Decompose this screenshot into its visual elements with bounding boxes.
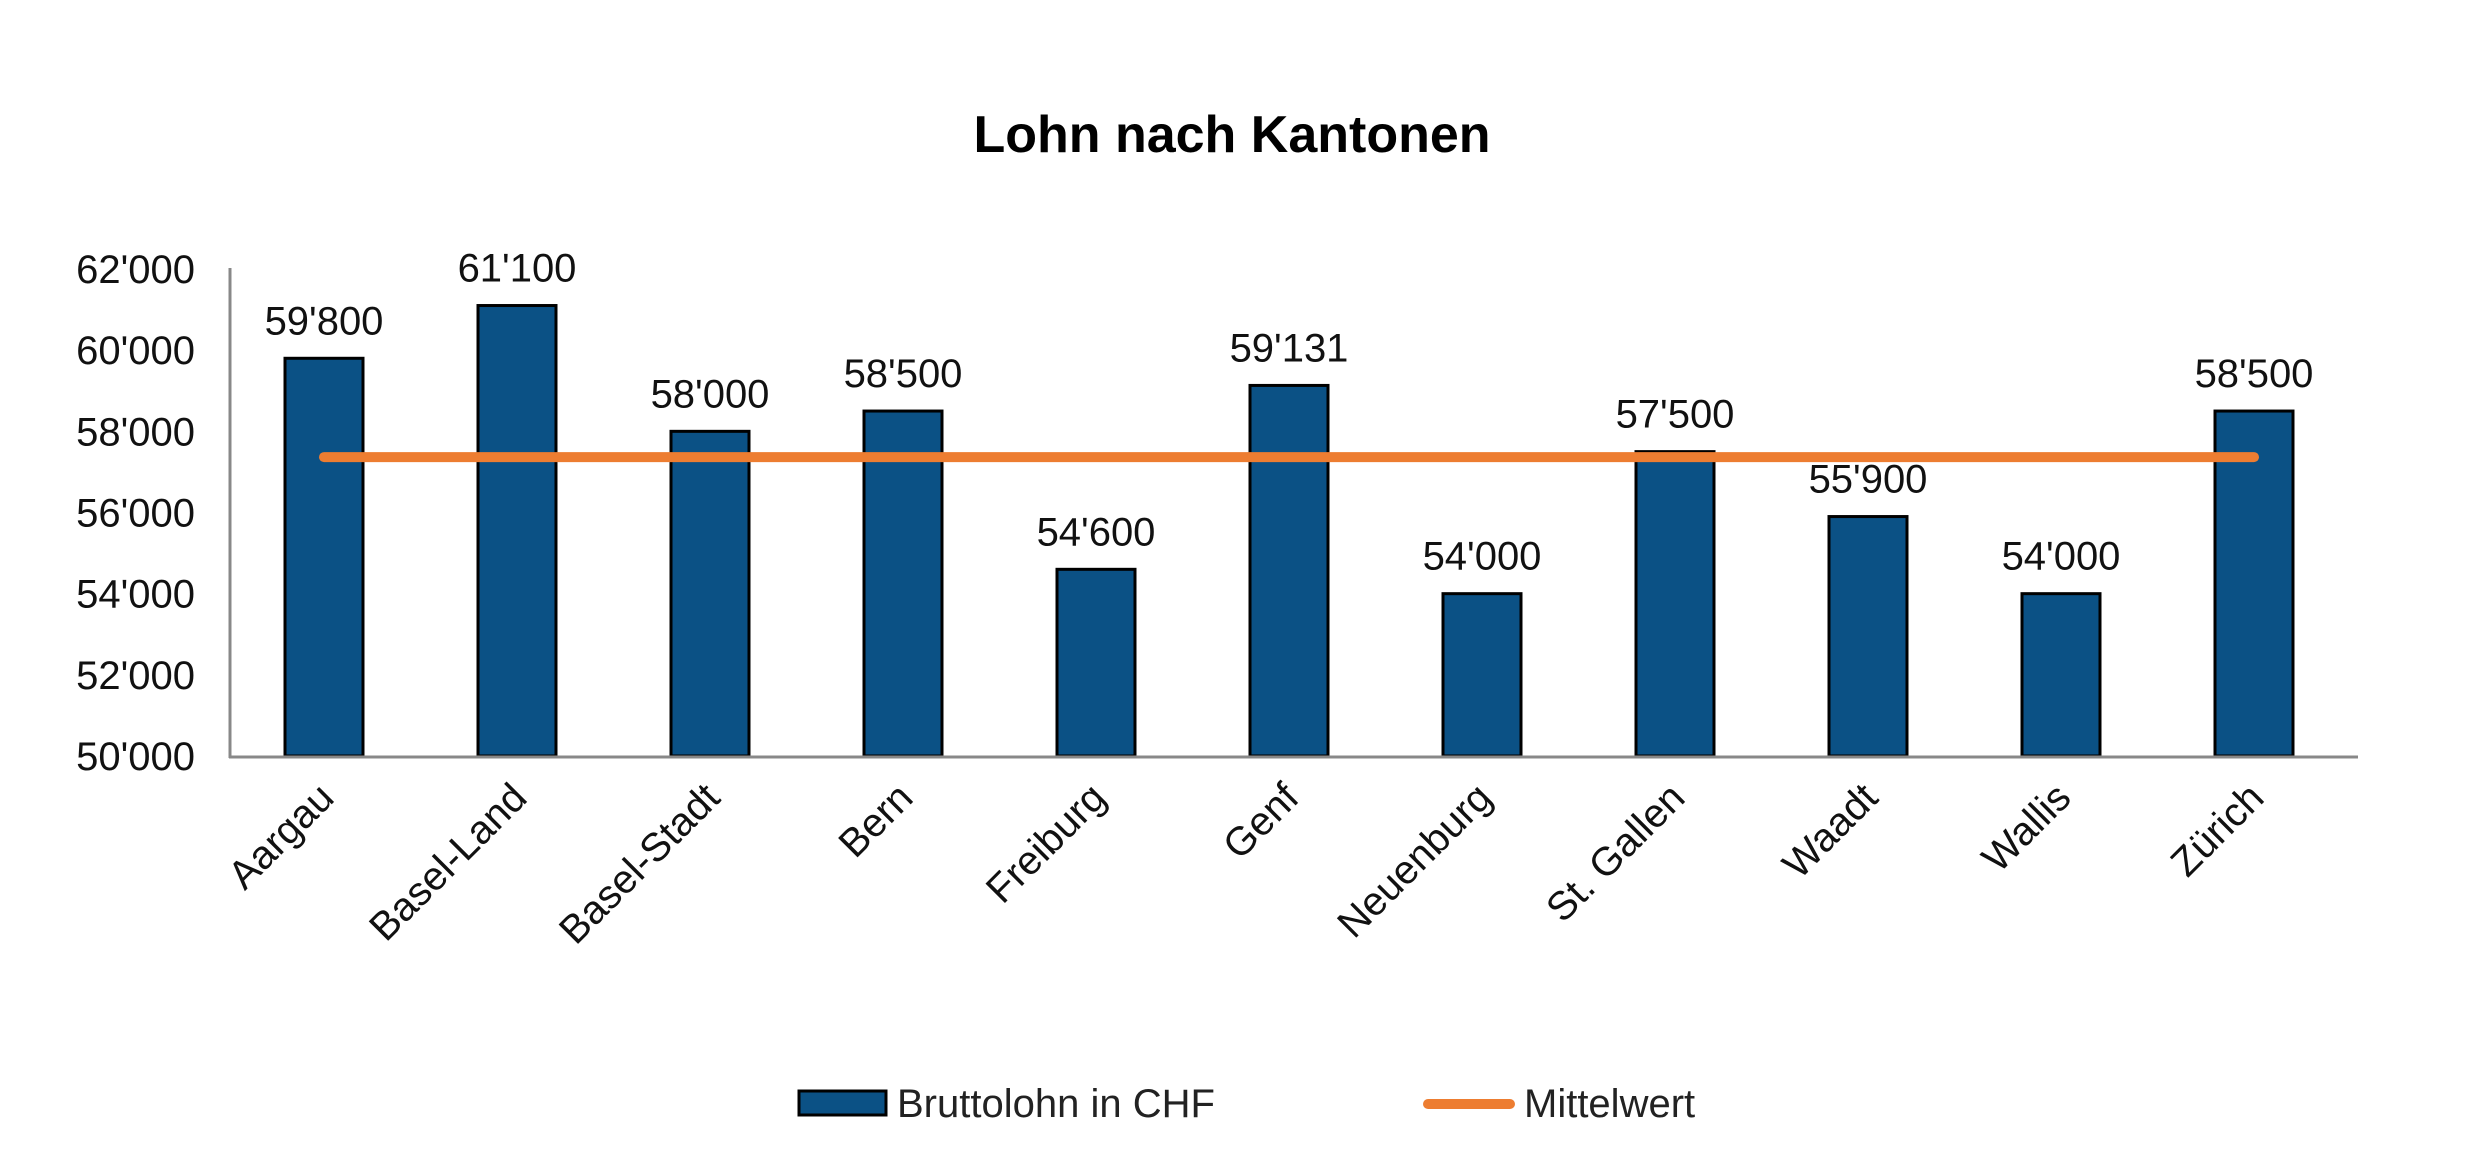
chart-title: Lohn nach Kantonen [973,106,1490,164]
legend-label-bruttolohn: Bruttolohn in CHF [897,1082,1215,1126]
bar [1441,592,1523,758]
y-tick-label: 50'000 [76,735,195,779]
y-tick-label: 54'000 [76,573,195,617]
data-label: 59'131 [1230,326,1349,370]
data-label: 57'500 [1616,393,1735,437]
y-tick-label: 52'000 [76,654,195,698]
legend: Bruttolohn in CHF Mittelwert [797,1082,1695,1126]
x-tick-label: Zürich [2163,775,2273,885]
x-tick-label: Basel-Stadt [551,775,728,952]
data-label: 59'800 [265,299,384,343]
bar [862,409,944,758]
x-tick-label: St. Gallen [1538,775,1693,930]
bar [2020,592,2102,758]
data-label: 58'000 [651,372,770,416]
x-tick-label: Bern [831,775,922,866]
data-label: 61'100 [458,247,577,291]
x-tick-label: Neuenburg [1329,775,1500,946]
data-label: 54'000 [2002,535,2121,579]
bar [1055,567,1137,758]
bar [2213,409,2295,758]
x-tick-label: Freiburg [978,775,1114,911]
y-tick-label: 58'000 [76,410,195,454]
data-label: 58'500 [2195,352,2314,396]
legend-swatch-bruttolohn [797,1089,888,1117]
bar [669,429,751,758]
y-tick-label: 56'000 [76,492,195,536]
y-tick-label: 62'000 [76,248,195,292]
data-label: 54'000 [1423,535,1542,579]
y-tick-label: 60'000 [76,329,195,373]
legend-label-mittelwert: Mittelwert [1524,1082,1695,1126]
x-tick-label: Basel-Land [361,775,535,949]
data-label: 54'600 [1037,510,1156,554]
bar [1248,383,1330,758]
bar [1827,515,1909,758]
bar [1634,450,1716,758]
data-label: 55'900 [1809,458,1928,502]
bar [283,356,365,758]
x-tick-label: Wallis [1974,775,2079,880]
bar [476,304,558,758]
x-tick-label: Genf [1215,775,1308,868]
x-tick-label: Waadt [1775,775,1887,887]
data-label: 58'500 [844,352,963,396]
x-tick-label: Aargau [220,775,342,897]
